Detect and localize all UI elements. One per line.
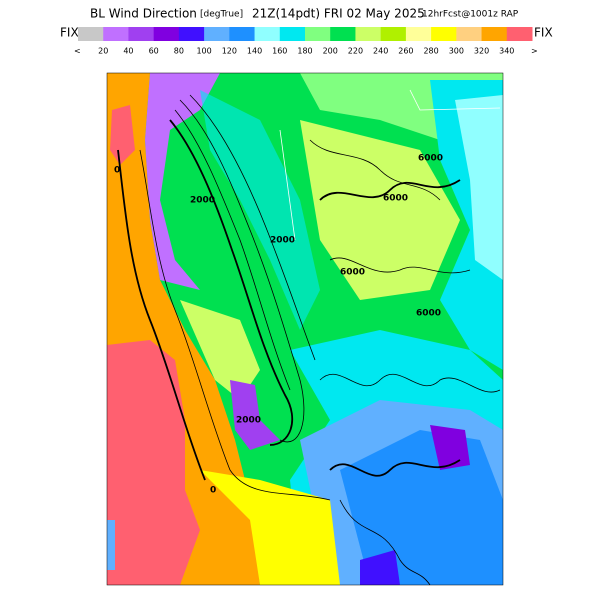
colorbar-box: [153, 27, 180, 41]
map: 6000 6000 6000 6000 2000 2000 2000 0 0: [106, 72, 504, 586]
colorbar-label: 340: [499, 47, 514, 56]
contour-label: 0: [210, 486, 216, 496]
fix-left: FIX: [60, 26, 79, 40]
colorbar-box: [128, 27, 155, 41]
colorbar-box: [405, 27, 432, 41]
valid-time: 21Z(14pdt) FRI 02 May 2025: [252, 7, 425, 21]
colorbar-label: 220: [348, 47, 363, 56]
colorbar-box: [103, 27, 129, 41]
fix-right: FIX: [534, 26, 553, 40]
units: [degTrue]: [200, 10, 243, 20]
colorbar-label: 120: [222, 47, 237, 56]
forecast: 12hrFcst@1001z RAP: [422, 10, 519, 20]
colorbar-box: [178, 27, 205, 41]
colorbar-label: 40: [123, 47, 133, 56]
colorbar-label: 160: [272, 47, 287, 56]
colorbar-label: 60: [149, 47, 159, 56]
field: [145, 73, 220, 290]
field: [430, 425, 470, 470]
field: [230, 380, 280, 450]
colorbar-label: 80: [174, 47, 184, 56]
under-label: <: [74, 47, 81, 56]
colorbar-box: [305, 27, 331, 41]
colorbar-label: 140: [247, 47, 262, 56]
field: [107, 340, 200, 585]
colorbar-label: 180: [297, 47, 312, 56]
colorbar-box: [481, 27, 508, 41]
colorbar-box: [254, 27, 281, 41]
contour-label: 6000: [418, 154, 443, 164]
colorbar-label: 20: [98, 47, 108, 56]
colorbar-box: [279, 27, 306, 41]
colorbar-box: [431, 27, 457, 41]
colorbar-box: [204, 27, 230, 41]
colorbar-label: 280: [423, 47, 438, 56]
colorbar-box: [355, 27, 382, 41]
contour-label: 6000: [340, 268, 365, 278]
field: [340, 430, 503, 585]
colorbar-box: [456, 27, 483, 41]
colorbar-label: 320: [474, 47, 489, 56]
over-label: >: [531, 47, 538, 56]
contour-label: 2000: [190, 196, 215, 206]
field: [107, 520, 115, 570]
contour-label: 0: [114, 166, 120, 176]
colorbar-label: 260: [398, 47, 413, 56]
contour-label: 6000: [416, 309, 441, 319]
contour-label: 2000: [270, 236, 295, 246]
colorbar: 20 40 60 80 100 120 140 160 180 200 220 240 260 280 30…: [78, 27, 533, 56]
contour-label: 2000: [236, 416, 261, 426]
colorbar-label: 300: [449, 47, 464, 56]
field: [110, 105, 135, 165]
colorbar-box: [229, 27, 256, 41]
colorbar-label: 100: [196, 47, 211, 56]
field: [200, 470, 340, 585]
field: [360, 550, 400, 585]
colorbar-box: [78, 27, 104, 41]
field: [180, 300, 260, 400]
contour-label: 6000: [383, 194, 408, 204]
colorbar-box: [380, 27, 407, 41]
colorbar-box: [506, 27, 533, 41]
field: [455, 95, 503, 280]
title: BL Wind Direction: [90, 7, 197, 21]
colorbar-label: 200: [323, 47, 338, 56]
field: [300, 120, 460, 300]
colorbar-box: [330, 27, 356, 41]
colorbar-label: 240: [373, 47, 388, 56]
